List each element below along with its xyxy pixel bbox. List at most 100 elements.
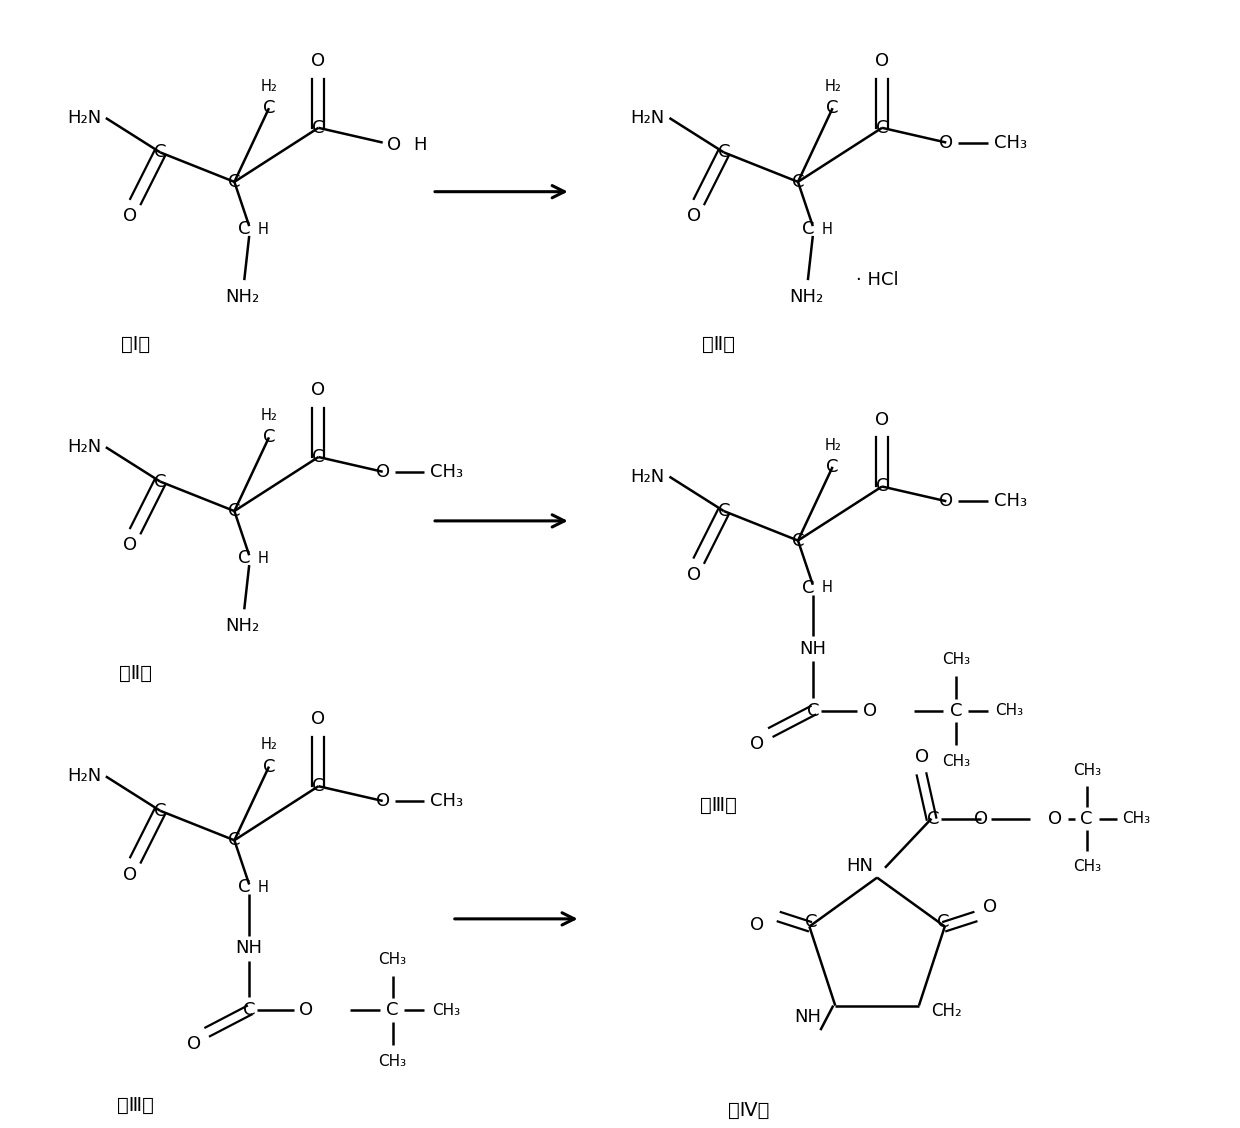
Text: C: C <box>154 143 166 161</box>
Text: C: C <box>801 579 815 597</box>
Text: CH₃: CH₃ <box>1122 811 1151 826</box>
Text: C: C <box>950 702 962 720</box>
Text: O: O <box>939 492 954 510</box>
Text: O: O <box>973 810 988 828</box>
Text: C: C <box>806 702 820 720</box>
Text: H₂: H₂ <box>260 79 278 94</box>
Text: C: C <box>791 531 805 549</box>
Text: C: C <box>263 429 275 447</box>
Text: CH₃: CH₃ <box>430 462 464 481</box>
Text: C: C <box>154 473 166 491</box>
Text: H₂: H₂ <box>260 408 278 423</box>
Text: C: C <box>826 99 838 117</box>
Text: （Ⅲ）: （Ⅲ） <box>701 796 738 816</box>
Text: H₂N: H₂N <box>67 767 102 785</box>
Text: C: C <box>312 448 325 466</box>
Text: O: O <box>124 208 138 226</box>
Text: O: O <box>750 735 765 754</box>
Text: C: C <box>228 173 241 191</box>
Text: O: O <box>1048 810 1063 828</box>
Text: HN: HN <box>846 857 873 875</box>
Text: C: C <box>312 118 325 136</box>
Text: H₂N: H₂N <box>631 468 665 486</box>
Text: C: C <box>791 173 805 191</box>
Text: C: C <box>263 758 275 776</box>
Text: CH₃: CH₃ <box>942 652 970 667</box>
Text: C: C <box>826 458 838 476</box>
Text: NH₂: NH₂ <box>789 288 823 306</box>
Text: C: C <box>263 99 275 117</box>
Text: O: O <box>875 52 889 70</box>
Text: O: O <box>124 865 138 883</box>
Text: O: O <box>376 792 389 810</box>
Text: NH: NH <box>236 940 263 958</box>
Text: C: C <box>312 777 325 795</box>
Text: C: C <box>805 913 817 931</box>
Text: CH₃: CH₃ <box>994 492 1027 510</box>
Text: H: H <box>258 550 269 566</box>
Text: C: C <box>238 220 250 238</box>
Text: O: O <box>311 52 325 70</box>
Text: （Ⅱ）: （Ⅱ） <box>119 663 153 682</box>
Text: NH: NH <box>800 640 826 658</box>
Text: O: O <box>311 711 325 729</box>
Text: CH₃: CH₃ <box>994 133 1027 151</box>
Text: （Ⅰ）: （Ⅰ） <box>122 335 150 353</box>
Text: C: C <box>875 477 888 495</box>
Text: H₂: H₂ <box>825 79 841 94</box>
Text: H: H <box>258 221 269 237</box>
Text: O: O <box>187 1034 201 1052</box>
Text: NH₂: NH₂ <box>226 617 259 635</box>
Text: C: C <box>387 1002 399 1020</box>
Text: C: C <box>154 802 166 820</box>
Text: C: C <box>718 143 730 161</box>
Text: O: O <box>300 1002 314 1020</box>
Text: H: H <box>413 135 427 153</box>
Text: （Ⅲ）: （Ⅲ） <box>117 1096 154 1116</box>
Text: C: C <box>936 913 949 931</box>
Text: NH₂: NH₂ <box>226 288 259 306</box>
Text: CH₂: CH₂ <box>931 1002 962 1020</box>
Text: C: C <box>238 549 250 567</box>
Text: C: C <box>1080 810 1092 828</box>
Text: （Ⅱ）: （Ⅱ） <box>702 335 735 353</box>
Text: H₂N: H₂N <box>631 109 665 127</box>
Text: H₂N: H₂N <box>67 438 102 456</box>
Text: H₂: H₂ <box>260 738 278 752</box>
Text: C: C <box>928 810 940 828</box>
Text: O: O <box>982 898 997 916</box>
Text: O: O <box>875 411 889 429</box>
Text: C: C <box>875 118 888 136</box>
Text: O: O <box>687 208 702 226</box>
Text: CH₃: CH₃ <box>996 703 1024 719</box>
Text: （Ⅳ）: （Ⅳ） <box>728 1101 769 1120</box>
Text: H: H <box>258 880 269 895</box>
Text: C: C <box>228 502 241 520</box>
Text: C: C <box>228 831 241 849</box>
Text: O: O <box>939 133 954 151</box>
Text: CH₃: CH₃ <box>378 1054 407 1069</box>
Text: H: H <box>821 580 832 596</box>
Text: O: O <box>915 748 929 766</box>
Text: C: C <box>243 1002 255 1020</box>
Text: O: O <box>687 566 702 584</box>
Text: O: O <box>863 702 877 720</box>
Text: O: O <box>750 916 765 934</box>
Text: H₂N: H₂N <box>67 109 102 127</box>
Text: CH₃: CH₃ <box>1073 763 1101 778</box>
Text: C: C <box>718 502 730 520</box>
Text: O: O <box>376 462 389 481</box>
Text: CH₃: CH₃ <box>1073 860 1101 874</box>
Text: O: O <box>387 135 402 153</box>
Text: CH₃: CH₃ <box>430 792 464 810</box>
Text: CH₃: CH₃ <box>942 755 970 769</box>
Text: CH₃: CH₃ <box>378 952 407 967</box>
Text: O: O <box>124 537 138 555</box>
Text: C: C <box>238 879 250 897</box>
Text: · HCl: · HCl <box>856 271 899 289</box>
Text: CH₃: CH₃ <box>432 1003 460 1017</box>
Text: O: O <box>311 381 325 399</box>
Text: H₂: H₂ <box>825 438 841 452</box>
Text: H: H <box>821 221 832 237</box>
Text: C: C <box>801 220 815 238</box>
